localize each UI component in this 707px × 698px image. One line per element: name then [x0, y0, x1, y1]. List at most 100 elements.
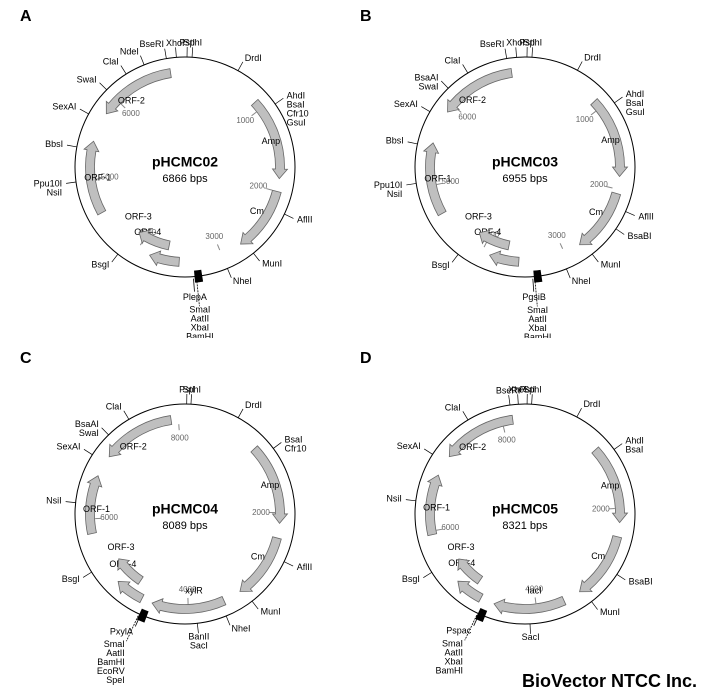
- scale-tick: [535, 597, 536, 603]
- scale-tick-label: 2000: [592, 505, 610, 514]
- enzyme-leader: [226, 616, 230, 625]
- enzyme-label: MunI: [600, 607, 620, 617]
- enzyme-leader: [441, 81, 448, 88]
- enzyme-label: GsuI: [287, 117, 306, 127]
- promoter-block: [137, 609, 149, 623]
- enzyme-leader: [424, 449, 432, 454]
- enzyme-label: XhoI: [166, 38, 185, 48]
- enzyme-label: NheI: [233, 276, 252, 286]
- scale-tick-label: 8000: [498, 435, 516, 444]
- enzyme-leader: [452, 254, 458, 262]
- promoter-label: PlepA: [183, 292, 207, 302]
- scale-tick: [560, 243, 563, 248]
- scale-tick-label: 2000: [590, 180, 608, 189]
- feature-label: Amp: [262, 136, 281, 146]
- feature-label: Cm: [591, 551, 605, 561]
- enzyme-label: BseRI: [480, 39, 505, 49]
- scale-tick-label: 1000: [236, 116, 254, 125]
- feature-label: ORF-2: [120, 441, 147, 451]
- promoter-leader: [193, 279, 194, 292]
- enzyme-label: BseRI: [139, 39, 164, 49]
- enzyme-leader: [406, 500, 416, 501]
- enzyme-leader: [626, 212, 635, 216]
- mcs-label: BamHI: [435, 665, 463, 675]
- feature-label: ORF-2: [459, 95, 486, 105]
- enzyme-leader: [66, 182, 76, 183]
- enzyme-label: BbsI: [386, 135, 404, 145]
- enzyme-label: BsaBI: [629, 576, 653, 586]
- enzyme-leader: [112, 254, 118, 262]
- promoter-block: [475, 608, 487, 622]
- enzyme-label: ClaI: [103, 57, 119, 67]
- enzyme-label: BbsI: [45, 139, 63, 149]
- enzyme-leader: [614, 97, 622, 103]
- enzyme-label: ClaI: [445, 55, 461, 65]
- enzyme-leader: [463, 411, 468, 420]
- enzyme-leader: [80, 109, 89, 114]
- feature-label: ORF-3: [107, 542, 134, 552]
- enzyme-leader: [192, 47, 193, 57]
- enzyme-label: DrdI: [584, 52, 601, 62]
- feature-arrow-Cm: [241, 190, 282, 244]
- feature-arrow-ORF-4: [150, 251, 180, 266]
- enzyme-leader: [140, 56, 144, 65]
- scale-tick: [503, 427, 504, 433]
- enzyme-label: BsgI: [62, 574, 80, 584]
- enzyme-label: MunI: [601, 260, 621, 270]
- promoter-leader: [135, 616, 139, 626]
- feature-arrow-Cm: [580, 192, 621, 245]
- plasmid-size: 6955 bps: [502, 173, 548, 185]
- enzyme-label: SwaI: [77, 74, 97, 84]
- scale-tick-label: 6000: [441, 523, 459, 532]
- enzyme-label: NheI: [572, 276, 591, 286]
- feature-arrow-ORF-4: [490, 251, 519, 266]
- scale-tick-label: 6000: [100, 513, 118, 522]
- enzyme-leader: [421, 107, 430, 112]
- enzyme-leader: [284, 214, 293, 218]
- enzyme-label: BsgI: [91, 260, 109, 270]
- enzyme-label: GsuI: [626, 107, 645, 117]
- enzyme-leader: [66, 502, 76, 503]
- enzyme-leader: [566, 269, 570, 278]
- enzyme-label: DrdI: [245, 53, 262, 63]
- enzyme-label: XhoI: [506, 38, 525, 48]
- feature-label: ORF-2: [459, 442, 486, 452]
- feature-label: Amp: [601, 135, 620, 145]
- enzyme-label: SacI: [522, 632, 540, 642]
- enzyme-label: AflII: [297, 214, 313, 224]
- feature-arrow-Cm: [580, 536, 622, 592]
- enzyme-leader: [102, 428, 109, 435]
- enzyme-leader: [176, 47, 177, 57]
- feature-label: lacI: [528, 585, 542, 595]
- enzyme-label: BsgI: [432, 260, 450, 270]
- feature-label: ORF-1: [84, 173, 111, 183]
- enzyme-leader: [592, 602, 598, 610]
- enzyme-label: NsiI: [387, 189, 403, 199]
- enzyme-label: SphI: [182, 385, 201, 395]
- feature-label: Amp: [261, 480, 280, 490]
- enzyme-label: Cfr10: [285, 443, 307, 453]
- mcs-label: BamHI: [186, 332, 214, 338]
- enzyme-label: AflII: [297, 562, 313, 572]
- feature-arrow-ORF-4: [458, 581, 483, 602]
- feature-label: ORF-3: [465, 211, 492, 221]
- enzyme-label: MunI: [261, 607, 281, 617]
- scale-tick-label: 6000: [122, 109, 140, 118]
- feature-label: ORF-3: [125, 211, 152, 221]
- enzyme-label: ClaI: [106, 402, 122, 412]
- enzyme-label: NsiI: [46, 496, 62, 506]
- enzyme-label: BsgI: [402, 574, 420, 584]
- enzyme-leader: [253, 253, 259, 261]
- feature-label: ORF-1: [83, 504, 110, 514]
- plasmid-title: pHCMC04: [152, 501, 218, 517]
- plasmid-title: pHCMC03: [492, 154, 558, 170]
- enzyme-label: AflII: [638, 212, 654, 222]
- enzyme-leader: [577, 62, 582, 71]
- scale-tick-label: 2000: [252, 508, 270, 517]
- scale-tick: [217, 244, 219, 250]
- scale-tick-label: 3000: [548, 231, 566, 240]
- feature-label: xylR: [185, 585, 203, 595]
- enzyme-leader: [406, 183, 416, 184]
- enzyme-label: BseRI: [496, 386, 521, 396]
- enzyme-leader: [238, 409, 243, 418]
